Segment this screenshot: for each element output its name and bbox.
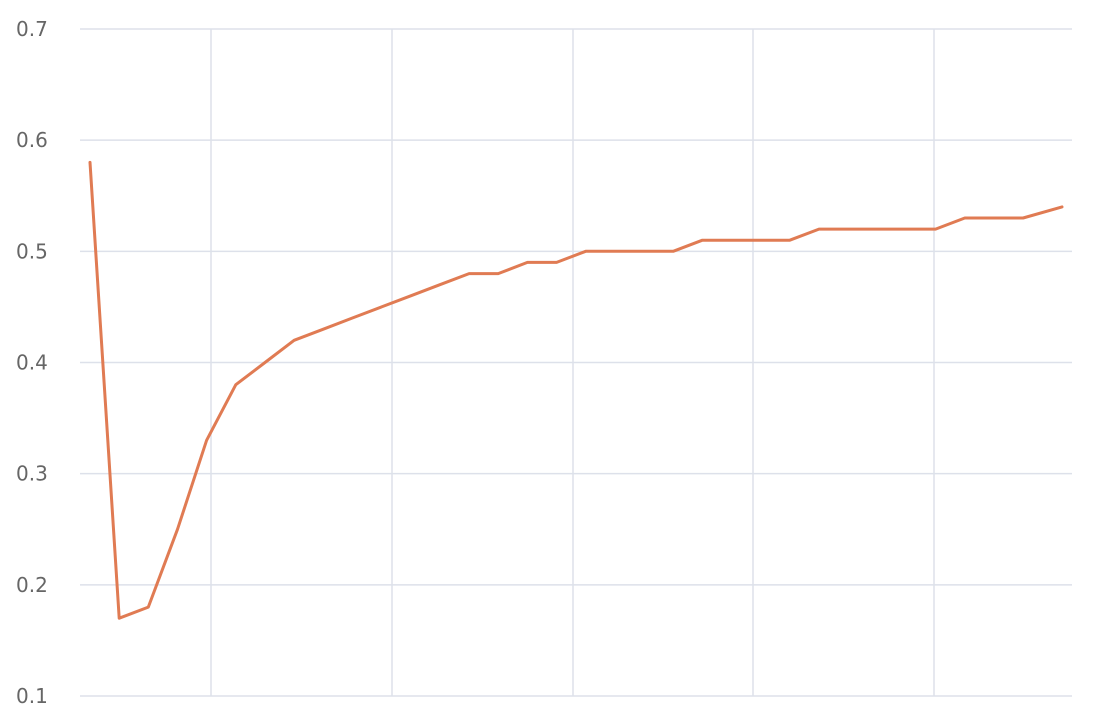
y-tick-label: 0.7 <box>16 17 48 41</box>
y-tick-label: 0.5 <box>16 239 48 263</box>
plot-area <box>88 160 1064 620</box>
y-tick-label: 0.4 <box>16 351 48 375</box>
grid <box>80 28 1072 697</box>
series-line <box>88 160 1064 620</box>
y-axis: 0.1 0.2 0.3 0.4 0.5 0.6 0.7 <box>16 17 48 708</box>
y-tick-label: 0.3 <box>16 462 48 486</box>
y-tick-label: 0.6 <box>16 128 48 152</box>
y-tick-label: 0.2 <box>16 573 48 597</box>
y-tick-label: 0.1 <box>16 684 48 708</box>
